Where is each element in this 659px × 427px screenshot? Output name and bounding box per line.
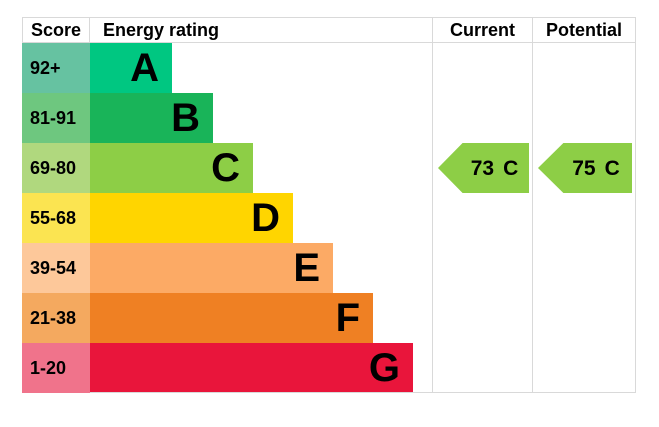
rating-bar-cell: C bbox=[90, 143, 433, 193]
rating-letter: B bbox=[171, 96, 200, 140]
score-range-label: 55-68 bbox=[30, 207, 77, 228]
rating-bar-cell: E bbox=[90, 243, 433, 293]
rating-letter: C bbox=[211, 146, 240, 190]
current-cell bbox=[433, 343, 533, 393]
epc-rating-chart: Score Energy rating Current Potential 92… bbox=[22, 17, 636, 393]
rating-bar-cell: G bbox=[90, 343, 433, 393]
score-cell: 21-38 bbox=[22, 293, 90, 343]
potential-cell bbox=[533, 43, 636, 93]
band-row: 1-20 G bbox=[22, 343, 636, 393]
rating-letter: A bbox=[130, 46, 159, 90]
rating-bar-cell: F bbox=[90, 293, 433, 343]
header-row: Score Energy rating Current Potential bbox=[22, 17, 636, 43]
potential-band-letter: C bbox=[604, 156, 620, 180]
rating-letter: G bbox=[368, 345, 400, 390]
potential-score-value: 75 bbox=[572, 156, 596, 180]
score-cell: 1-20 bbox=[22, 343, 90, 393]
rating-letter: F bbox=[335, 296, 360, 340]
score-range-label: 39-54 bbox=[30, 257, 77, 278]
rating-bar: A bbox=[90, 43, 172, 93]
score-range-label: 1-20 bbox=[30, 357, 67, 378]
score-cell: 69-80 bbox=[22, 143, 90, 193]
header-potential: Potential bbox=[533, 18, 636, 42]
score-cell: 81-91 bbox=[22, 93, 90, 143]
current-score-value: 73 bbox=[470, 156, 495, 180]
rating-bar: E bbox=[90, 243, 333, 293]
band-row: 55-68 D bbox=[22, 193, 636, 243]
current-cell bbox=[433, 43, 533, 93]
rating-bar-cell: D bbox=[90, 193, 433, 243]
potential-cell bbox=[533, 343, 636, 393]
current-cell bbox=[433, 243, 533, 293]
current-cell bbox=[433, 93, 533, 143]
rating-bar: D bbox=[90, 193, 293, 243]
rating-letter: D bbox=[251, 196, 280, 240]
potential-cell bbox=[533, 243, 636, 293]
band-row: 92+ A bbox=[22, 43, 636, 93]
rating-bar: B bbox=[90, 93, 213, 143]
current-cell bbox=[433, 293, 533, 343]
rating-bar: F bbox=[90, 293, 373, 343]
band-row: 39-54 E bbox=[22, 243, 636, 293]
potential-cell bbox=[533, 93, 636, 143]
rating-bar: C bbox=[90, 143, 253, 193]
band-row: 81-91 B bbox=[22, 93, 636, 143]
score-cell: 39-54 bbox=[22, 243, 90, 293]
header-energy-rating: Energy rating bbox=[90, 18, 433, 42]
score-range-label: 69-80 bbox=[30, 157, 77, 178]
epc-body: 92+ A 81-91 B 69-80 C bbox=[22, 43, 636, 393]
rating-letter: E bbox=[293, 246, 320, 290]
rating-bar-cell: B bbox=[90, 93, 433, 143]
current-cell bbox=[433, 193, 533, 243]
rating-bar-cell: A bbox=[90, 43, 433, 93]
score-cell: 55-68 bbox=[22, 193, 90, 243]
header-current: Current bbox=[433, 18, 533, 42]
header-score: Score bbox=[22, 18, 90, 42]
score-cell: 92+ bbox=[22, 43, 90, 93]
potential-cell bbox=[533, 293, 636, 343]
score-range-label: 21-38 bbox=[30, 307, 77, 328]
current-band-letter: C bbox=[503, 156, 519, 180]
score-range-label: 81-91 bbox=[30, 107, 77, 128]
potential-cell bbox=[533, 193, 636, 243]
rating-bar: G bbox=[90, 343, 413, 392]
band-row: 21-38 F bbox=[22, 293, 636, 343]
score-range-label: 92+ bbox=[30, 57, 61, 78]
